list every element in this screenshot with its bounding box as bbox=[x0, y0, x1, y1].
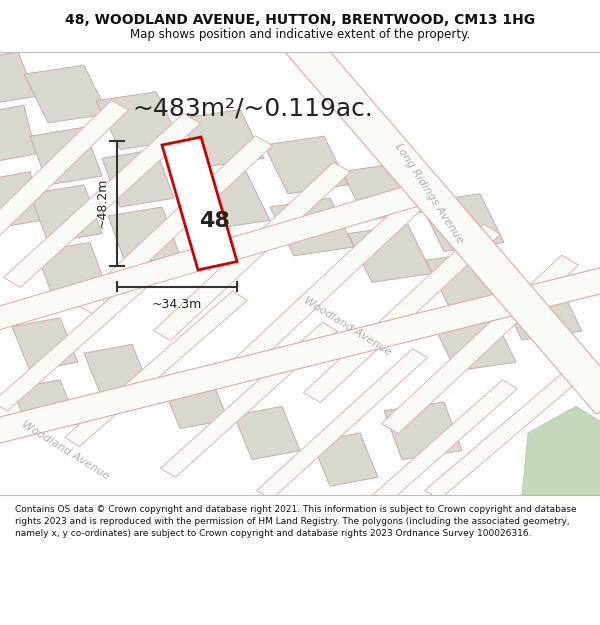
Polygon shape bbox=[0, 172, 42, 229]
Polygon shape bbox=[30, 127, 102, 185]
Polygon shape bbox=[4, 113, 200, 288]
Polygon shape bbox=[522, 406, 600, 495]
Polygon shape bbox=[353, 380, 517, 522]
Polygon shape bbox=[312, 433, 378, 486]
Polygon shape bbox=[382, 255, 578, 434]
Polygon shape bbox=[0, 101, 128, 256]
Polygon shape bbox=[0, 105, 36, 162]
Text: Woodland Avenue: Woodland Avenue bbox=[20, 419, 112, 482]
Polygon shape bbox=[425, 357, 595, 499]
Polygon shape bbox=[102, 149, 174, 207]
Polygon shape bbox=[348, 225, 432, 282]
Polygon shape bbox=[96, 92, 180, 149]
Polygon shape bbox=[24, 65, 108, 123]
Text: 48, WOODLAND AVENUE, HUTTON, BRENTWOOD, CM13 1HG: 48, WOODLAND AVENUE, HUTTON, BRENTWOOD, … bbox=[65, 13, 535, 27]
Polygon shape bbox=[36, 242, 108, 300]
Polygon shape bbox=[186, 172, 270, 229]
Polygon shape bbox=[154, 162, 350, 341]
Polygon shape bbox=[432, 313, 516, 371]
Polygon shape bbox=[161, 322, 337, 478]
Text: ~483m²/~0.119ac.: ~483m²/~0.119ac. bbox=[132, 96, 373, 120]
Polygon shape bbox=[420, 194, 504, 251]
Text: ~34.3m: ~34.3m bbox=[152, 298, 202, 311]
Polygon shape bbox=[162, 376, 228, 429]
Polygon shape bbox=[12, 380, 78, 433]
Text: Woodland Avenue: Woodland Avenue bbox=[302, 296, 394, 358]
Polygon shape bbox=[30, 185, 102, 242]
Polygon shape bbox=[384, 402, 462, 459]
Polygon shape bbox=[264, 136, 348, 194]
Polygon shape bbox=[342, 162, 426, 221]
Polygon shape bbox=[162, 137, 237, 270]
Text: ~48.2m: ~48.2m bbox=[95, 178, 109, 228]
Text: Long Ridings Avenue: Long Ridings Avenue bbox=[393, 142, 465, 246]
Polygon shape bbox=[257, 349, 427, 499]
Polygon shape bbox=[234, 406, 300, 459]
Polygon shape bbox=[0, 52, 36, 105]
Polygon shape bbox=[304, 224, 500, 402]
Text: 48: 48 bbox=[199, 211, 230, 231]
Text: Contains OS data © Crown copyright and database right 2021. This information is : Contains OS data © Crown copyright and d… bbox=[15, 506, 577, 538]
Polygon shape bbox=[270, 198, 354, 256]
Polygon shape bbox=[426, 251, 510, 309]
Polygon shape bbox=[0, 184, 425, 337]
Polygon shape bbox=[232, 193, 428, 371]
Polygon shape bbox=[84, 344, 150, 398]
Polygon shape bbox=[498, 282, 582, 340]
Polygon shape bbox=[65, 291, 247, 446]
Polygon shape bbox=[12, 318, 78, 371]
Polygon shape bbox=[180, 109, 264, 167]
Polygon shape bbox=[0, 262, 600, 449]
Polygon shape bbox=[108, 207, 180, 264]
Polygon shape bbox=[0, 269, 157, 411]
Text: Map shows position and indicative extent of the property.: Map shows position and indicative extent… bbox=[130, 28, 470, 41]
Polygon shape bbox=[284, 36, 600, 414]
Polygon shape bbox=[76, 136, 272, 314]
